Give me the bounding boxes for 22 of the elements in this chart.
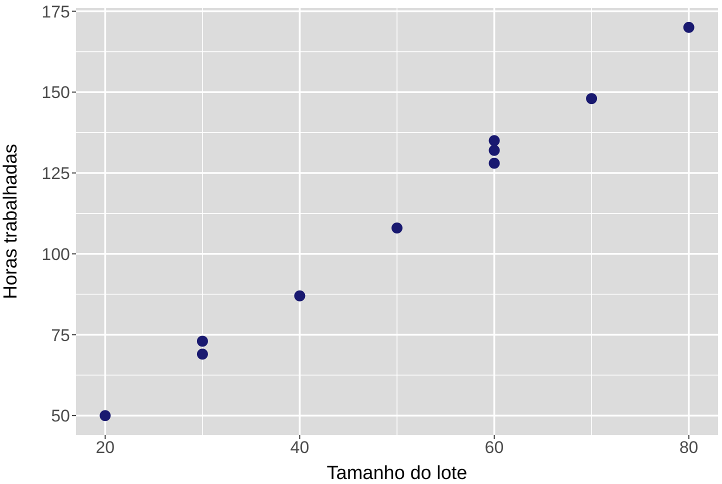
point	[488, 158, 500, 169]
y-tick-label: 50	[51, 406, 70, 426]
y-axis-title: Horas trabalhadas	[0, 144, 22, 300]
point	[586, 93, 598, 104]
y-tick-label: 100	[42, 244, 70, 264]
point	[196, 348, 208, 360]
point	[392, 222, 402, 234]
point	[683, 22, 694, 33]
point	[196, 336, 208, 347]
point	[294, 290, 306, 302]
x-tick-label: 80	[679, 438, 698, 458]
y-tick-label: 75	[51, 326, 70, 345]
x-tick-label: 60	[484, 438, 504, 458]
x-tick-label: 20	[96, 438, 115, 458]
point	[488, 144, 500, 156]
y-tick-label: 150	[42, 83, 70, 102]
x-tick-label: 40	[290, 438, 310, 458]
y-tick-label: 175	[42, 2, 70, 22]
y-tick-label: 125	[42, 164, 70, 184]
point	[100, 410, 111, 422]
point	[488, 135, 500, 146]
x-axis-title: Tamanho do lote	[326, 463, 468, 484]
